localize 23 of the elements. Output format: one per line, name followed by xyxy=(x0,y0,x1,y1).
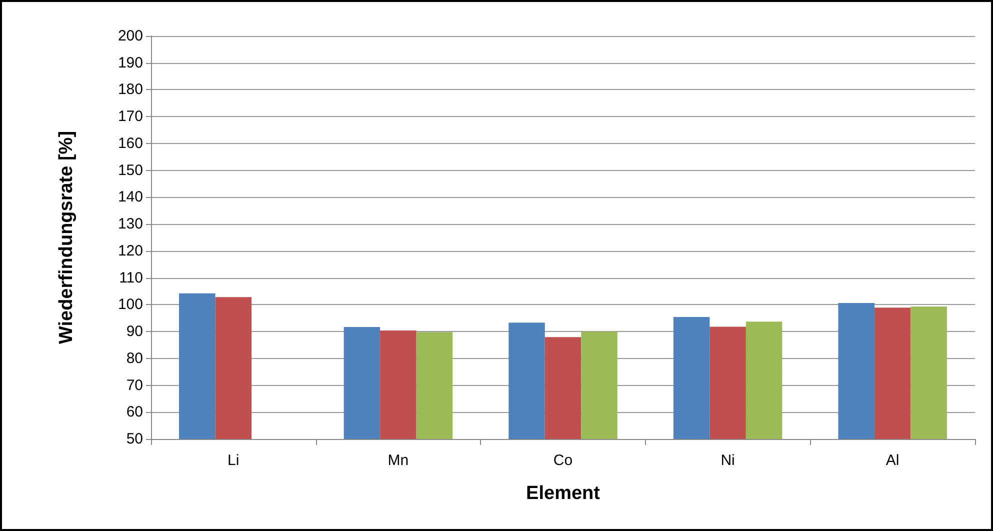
y-tick-label: 180 xyxy=(118,81,143,98)
x-tick-label: Li xyxy=(228,452,240,469)
x-tick-label: Mn xyxy=(388,452,409,469)
x-tick-label: Co xyxy=(553,452,573,469)
y-tick-label: 80 xyxy=(126,350,143,367)
y-tick-label: 200 xyxy=(118,28,143,44)
x-axis-title: Element xyxy=(526,483,601,504)
y-tick-label: 190 xyxy=(118,54,143,72)
y-tick-label: 130 xyxy=(118,216,143,233)
y-tick-label: 150 xyxy=(118,162,143,179)
y-tick-label: 160 xyxy=(118,134,143,152)
y-tick-label: 170 xyxy=(118,108,143,126)
y-tick-label: 110 xyxy=(119,269,143,286)
y-tick-label: 50 xyxy=(126,430,143,448)
y-tick-label: 140 xyxy=(118,188,143,206)
y-tick-label: 60 xyxy=(126,404,143,421)
x-tick-label: Ni xyxy=(720,452,735,469)
y-tick-label: 120 xyxy=(118,242,143,260)
y-tick-label: 70 xyxy=(126,376,143,394)
y-tick-label: 100 xyxy=(118,296,143,314)
y-axis-title: Wiederfindungsrate [%] xyxy=(56,130,77,344)
x-tick-label: Al xyxy=(886,452,900,469)
y-tick-label: 90 xyxy=(126,323,143,340)
